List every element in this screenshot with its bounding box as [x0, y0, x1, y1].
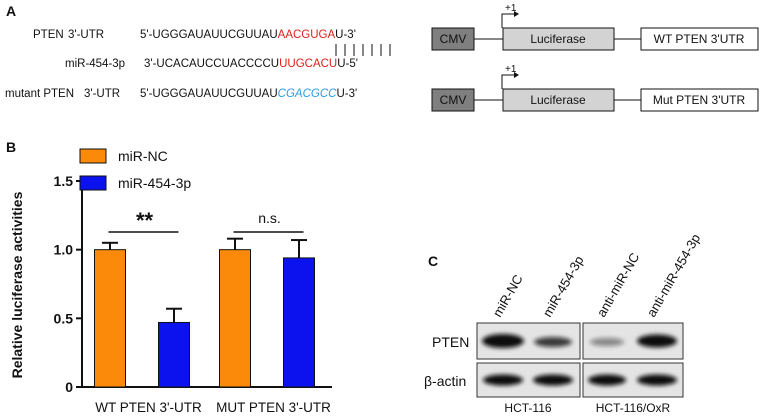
x-tick-label: MUT PTEN 3'-UTR [216, 400, 331, 415]
utr: WT PTEN 3'UTR [654, 32, 745, 46]
significance-label: n.s. [258, 210, 281, 226]
row-region: 3'-UTR [68, 29, 104, 41]
promoter: CMV [440, 93, 467, 107]
legend-swatch [79, 148, 107, 164]
legend-swatch [79, 175, 107, 191]
lane-label: miR-NC [490, 272, 526, 320]
row-name: miR-454-3p [65, 58, 125, 70]
x-tick-label: WT PTEN 3'-UTR [95, 400, 202, 415]
panel-label: C [428, 253, 438, 269]
y-axis-label: Relative luciferase activities [9, 191, 25, 378]
seq-part: U-5' [337, 58, 358, 70]
row-label: β-actin [424, 373, 466, 389]
legend-label: miR-NC [118, 148, 168, 164]
row-name: mutant PTEN [5, 88, 74, 100]
lane-label: miR-454-3p [540, 253, 587, 319]
bar-chart: 0 0.5 1.0 1.5 WT PTEN 3'-UTR ** MUT PTEN 3'-UT… [54, 148, 332, 415]
bar [94, 249, 126, 388]
construct: +1 CMV Luciferase Mut PTEN 3'UTR [431, 64, 759, 112]
bar [158, 321, 190, 388]
panel-label: A [6, 3, 16, 19]
seed-site: UUGCACU [279, 58, 337, 70]
mutant-site: CGACGCC [278, 88, 337, 100]
bar [283, 257, 315, 388]
seq-part: 5'-UGGGAUAUUCGUUAU [140, 29, 278, 41]
panel-label: B [6, 139, 16, 155]
row-name: PTEN [33, 29, 64, 41]
y-tick-label: 1.0 [54, 242, 74, 258]
legend-label: miR-454-3p [118, 175, 191, 191]
construct: +1 CMV Luciferase WT PTEN 3'UTR [431, 3, 759, 51]
seq-part: U-3' [335, 29, 356, 41]
significance-label: ** [136, 208, 154, 233]
seed-site: AACGUGA [278, 29, 336, 41]
y-tick-label: 0 [65, 379, 73, 395]
row-region: 3'-UTR [84, 88, 120, 100]
gene: Luciferase [530, 32, 586, 46]
sequence: 5'-UGGGAUAUUCGUUAUAACGUGAU-3' [140, 29, 356, 41]
row-label: PTEN [432, 334, 469, 350]
pairing-lines [335, 44, 391, 56]
bar [219, 249, 251, 388]
seq-part: 3'-UCACAUCCUACCCCU [144, 58, 279, 70]
seq-part: U-3' [336, 88, 357, 100]
seq-part: 5'-UGGGAUAUUCGUUAU [140, 88, 278, 100]
group-label: HCT-116 [504, 401, 551, 415]
promoter: CMV [440, 32, 467, 46]
start-site: +1 [505, 64, 517, 75]
y-tick-label: 0.5 [54, 310, 74, 326]
gene: Luciferase [530, 93, 586, 107]
group-label: HCT-116/OxR [596, 401, 671, 415]
lane-label: anti-miR-454-3p [644, 231, 704, 319]
utr: Mut PTEN 3'UTR [653, 93, 746, 107]
western-blot: PTEN β-actin HCT-116 HCT-116/OxR miR-NC … [424, 231, 703, 415]
sequence: 5'-UGGGAUAUUCGUUAUCGACGCCU-3' [140, 88, 357, 100]
y-tick-label: 1.5 [54, 173, 74, 189]
lane-label: anti-miR-NC [594, 250, 643, 319]
start-site: +1 [505, 3, 517, 14]
sequence: 3'-UCACAUCCUACCCCUUUGCACUU-5' [144, 58, 358, 70]
